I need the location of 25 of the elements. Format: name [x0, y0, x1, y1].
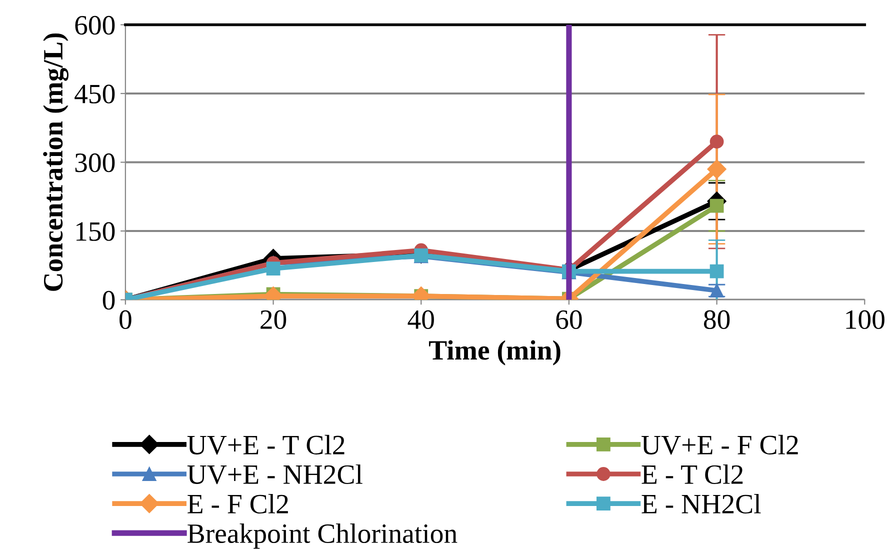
- y-tick-label: 300: [75, 153, 115, 172]
- y-tick-label: 450: [74, 84, 115, 104]
- y-tick-label: 600: [75, 16, 115, 35]
- y-tick-label: 150: [76, 222, 115, 241]
- point: [710, 134, 724, 149]
- point: [710, 198, 724, 213]
- legend-label: E - NH2Cl: [642, 494, 761, 514]
- legend-label: UV+E - NH2Cl: [187, 464, 362, 484]
- legend-label: UV+E - T Cl2: [187, 434, 344, 455]
- point: [710, 264, 724, 278]
- point: [266, 262, 280, 276]
- legend-label: E - T Cl2: [642, 464, 743, 484]
- x-tick-label: 60: [556, 310, 582, 330]
- x-tick-label: 20: [260, 310, 286, 330]
- x-tick-label: 100: [846, 310, 884, 330]
- x-tick-label: 40: [408, 310, 434, 330]
- y-tick-label: 0: [102, 290, 115, 310]
- x-tick-label: 80: [704, 310, 730, 330]
- legend-label: Breakpoint Chlorination: [188, 524, 458, 549]
- legend-label: UV+E - F Cl2: [642, 434, 798, 455]
- x-tick-label: 0: [120, 310, 132, 330]
- legend-label: E - F Cl2: [188, 494, 288, 514]
- point: [707, 160, 726, 179]
- y-axis-title: Concentration (mg/L): [43, 33, 68, 291]
- x-axis-title: Time (min): [428, 340, 560, 366]
